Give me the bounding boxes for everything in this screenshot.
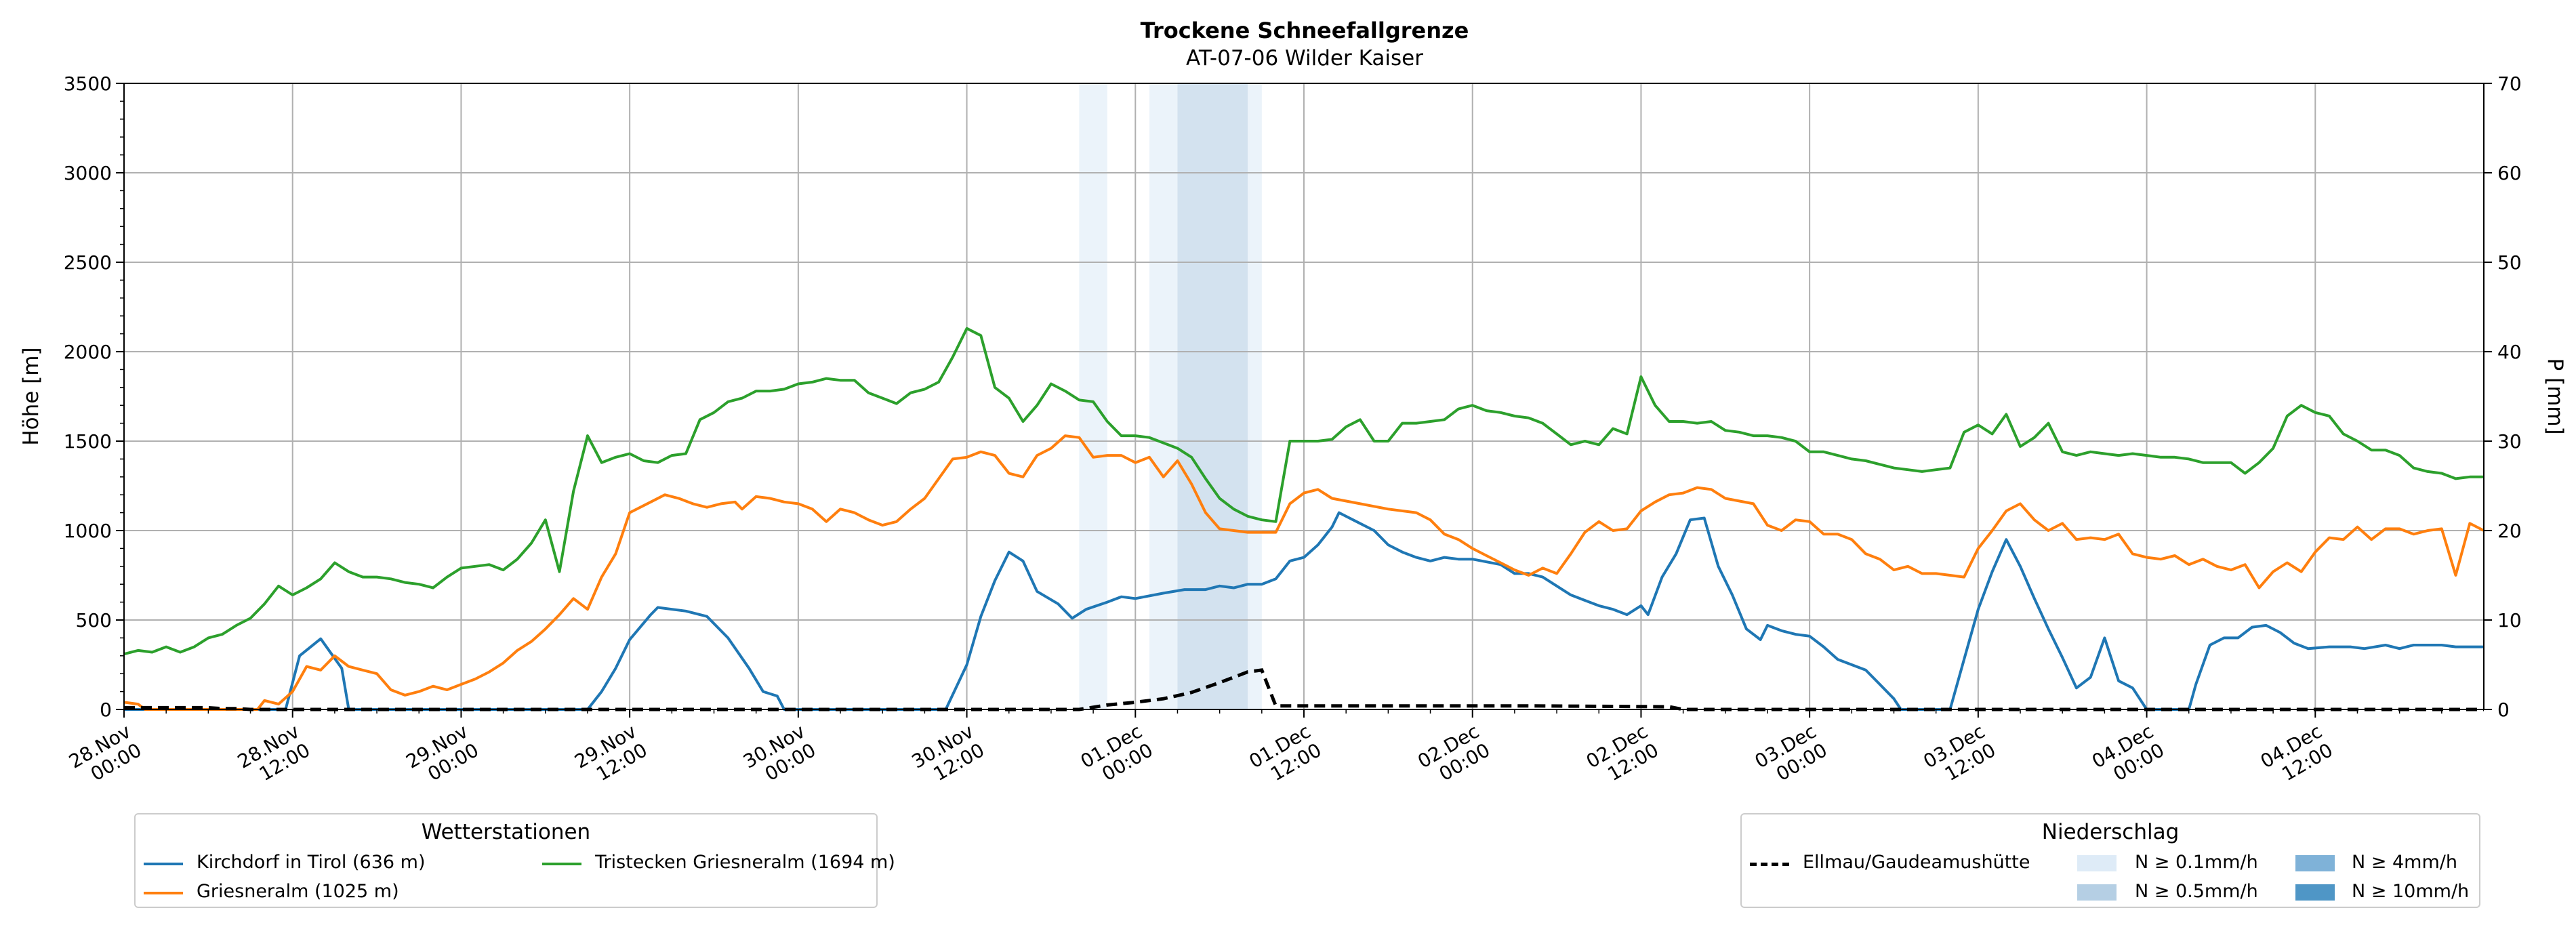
y-tick-label-2: 1000 (64, 520, 112, 542)
y2-tick-label-1: 10 (2497, 609, 2522, 632)
legend-label-level-1: N ≥ 0.5mm/h (2135, 881, 2258, 902)
series-line-1 (123, 434, 2485, 711)
precip-band-0 (1079, 83, 1107, 709)
precip-band-3 (1248, 83, 1262, 709)
y2-axis-label: P [mm] (2543, 358, 2567, 434)
x-tick-label-8: 02.Dec00:00 (1414, 720, 1494, 791)
chart-subtitle: AT-07-06 Wilder Kaiser (1186, 46, 1423, 70)
x-tick-label-0: 28.Nov00:00 (65, 720, 145, 791)
x-tick-label-12: 04.Dec00:00 (2088, 720, 2168, 791)
legend-patch-level-0 (2077, 855, 2117, 871)
y-tick-label-0: 0 (100, 699, 112, 721)
precip-band-1 (1149, 83, 1178, 709)
legend-swatch-kirchdorf (144, 863, 183, 865)
legend-swatch-griesneralm (144, 892, 183, 894)
x-tick-label-6: 01.Dec00:00 (1077, 720, 1157, 791)
x-tick-label-2: 29.Nov00:00 (403, 720, 483, 791)
series-line-0 (124, 511, 2484, 711)
y-tick-label-6: 3000 (64, 162, 112, 184)
precip-legend-title: Niederschlag (2041, 820, 2180, 844)
x-tick-label-9: 02.Dec12:00 (1582, 720, 1662, 791)
y-tick-label-1: 500 (76, 609, 112, 632)
series-line-2 (123, 327, 2484, 656)
legend-label-level-0: N ≥ 0.1mm/h (2135, 852, 2258, 873)
grid-lines (123, 83, 2484, 710)
legend-label-griesneralm: Griesneralm (1025 m) (197, 881, 399, 902)
y-tick-label-3: 1500 (64, 430, 112, 453)
legend-patch-level-2 (2295, 855, 2335, 871)
y2-tick-label-4: 40 (2497, 341, 2522, 363)
legend-swatch-ellmau (1750, 863, 1789, 866)
y2-tick-label-0: 0 (2497, 699, 2510, 721)
y-axis-label: Höhe [m] (19, 347, 43, 445)
x-tick-label-5: 30.Nov12:00 (908, 720, 988, 791)
y-tick-label-4: 2000 (64, 341, 112, 363)
precipitation-bands (1079, 83, 1262, 709)
legend-label-ellmau: Ellmau/Gaudeamushütte (1803, 852, 2030, 873)
legend-label-kirchdorf: Kirchdorf in Tirol (636 m) (197, 852, 426, 873)
tick-marks: 0 500 1000 1500 2000 2500 3000 3500 0 10 20 30 40 50 6… (64, 73, 2522, 791)
y2-tick-label-5: 50 (2497, 251, 2522, 274)
legend-patch-level-3 (2295, 884, 2335, 901)
legend-label-level-2: N ≥ 4mm/h (2352, 852, 2457, 873)
y2-tick-label-3: 30 (2497, 430, 2522, 453)
x-tick-label-10: 03.Dec00:00 (1751, 720, 1831, 791)
x-tick-label-1: 28.Nov12:00 (234, 720, 314, 791)
series-lines (123, 327, 2485, 711)
precip-band-2 (1177, 83, 1248, 709)
legend-label-tristecken: Tristecken Griesneralm (1694 m) (595, 852, 895, 873)
y-tick-label-5: 2500 (64, 251, 112, 274)
x-tick-label-7: 01.Dec12:00 (1246, 720, 1326, 791)
station-legend-title: Wetterstationen (421, 820, 591, 844)
x-tick-label-13: 04.Dec12:00 (2257, 720, 2337, 791)
y2-tick-label-7: 70 (2497, 73, 2522, 95)
legend-label-level-3: N ≥ 10mm/h (2352, 881, 2470, 902)
x-tick-label-3: 29.Nov12:00 (571, 720, 651, 791)
station-legend: Wetterstationen Kirchdorf in Tirol (636 … (134, 813, 895, 908)
legend-swatch-tristecken (542, 863, 581, 865)
y2-tick-label-6: 60 (2497, 162, 2522, 184)
x-tick-label-11: 03.Dec12:00 (1919, 720, 1999, 791)
chart-title: Trockene Schneefallgrenze (1141, 18, 1469, 43)
y-tick-label-7: 3500 (64, 73, 112, 95)
precip-line (124, 668, 2484, 711)
x-tick-label-4: 30.Nov00:00 (739, 720, 819, 791)
legend-patch-level-1 (2077, 884, 2117, 901)
precip-legend: Niederschlag Ellmau/Gaudeamushütte N ≥ 0… (1740, 813, 2480, 908)
y2-tick-label-2: 20 (2497, 520, 2522, 542)
